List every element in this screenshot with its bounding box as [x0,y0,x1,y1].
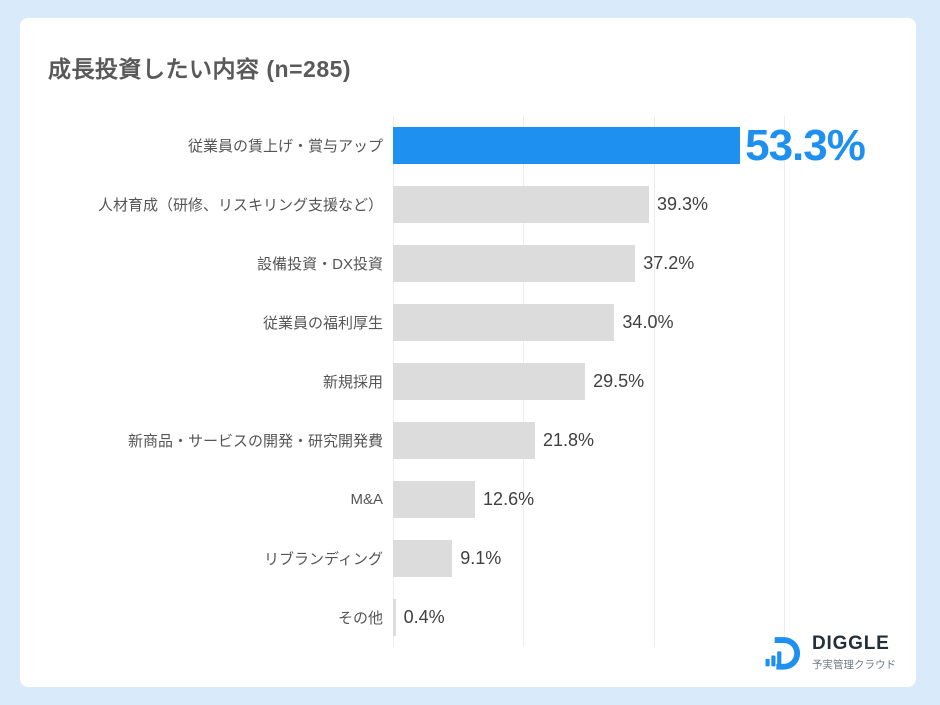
category-label: M&A [350,491,383,508]
chart-title: 成長投資したい内容 (n=285) [48,56,352,82]
chart-row: その他 0.4% [48,588,914,647]
value-label: 21.8% [542,430,595,450]
chart-row: 設備投資・DX投資 37.2% [48,234,914,293]
value-label: 37.2% [643,253,695,273]
chart-card: 成長投資したい内容 (n=285) 従業員の賃上げ・賞与アップ 53.3% 人材育成… [20,18,916,687]
value-label: 39.3% [656,194,708,214]
bar-area: 9.1% [393,529,914,588]
bar-chart: 従業員の賃上げ・賞与アップ 53.3% 人材育成（研修、リスキリング支援など） 39.… [48,116,914,647]
diggle-logo-icon [763,633,803,673]
logo-text: DIGGLE 予実管理クラウド [812,633,896,672]
category-label: 従業員の福利厚生 [262,315,383,332]
bar [393,186,649,223]
value-label: 34.0% [622,312,674,332]
bar [393,363,586,400]
bar-highlighted [393,127,741,164]
chart-row: M&A 12.6% [48,470,914,529]
chart-row: リブランディング 9.1% [48,529,914,588]
bar [393,540,453,577]
bar [393,599,396,636]
value-label: 0.4% [403,607,445,627]
value-label: 9.1% [460,548,502,568]
category-label: リブランディング [264,551,383,568]
value-label: 53.3% [745,120,866,170]
bar-area: 37.2% [393,234,914,293]
value-label: 29.5% [593,371,645,391]
chart-row: 人材育成（研修、リスキリング支援など） 39.3% [48,175,914,234]
bar-area: 34.0% [393,293,914,352]
logo-tagline: 予実管理クラウド [812,658,896,671]
category-label: 設備投資・DX投資 [257,256,383,273]
value-label: 12.6% [483,489,535,509]
bar-area: 21.8% [393,411,914,470]
chart-row: 新規採用 29.5% [48,352,914,411]
bar-area: 29.5% [393,352,914,411]
gridline [653,116,655,647]
category-label: 従業員の賃上げ・賞与アップ [187,138,383,155]
chart-rows: 従業員の賃上げ・賞与アップ 53.3% 人材育成（研修、リスキリング支援など） 39.… [48,116,914,647]
chart-row: 従業員の福利厚生 34.0% [48,293,914,352]
bar [393,245,636,282]
bar-area: 39.3% [393,175,914,234]
bar-area: 0.4% [393,588,914,647]
category-label: 新商品・サービスの開発・研究開発費 [127,433,383,450]
gridline [783,116,785,647]
diggle-logo: DIGGLE 予実管理クラウド [763,633,896,673]
bar [393,304,615,341]
category-label: 人材育成（研修、リスキリング支援など） [97,197,383,214]
category-label: その他 [337,610,383,627]
chart-row: 新商品・サービスの開発・研究開発費 21.8% [48,411,914,470]
chart-row: 従業員の賃上げ・賞与アップ 53.3% [48,116,914,175]
logo-name: DIGGLE [812,633,890,655]
bar-area: 12.6% [393,470,914,529]
category-label: 新規採用 [322,374,383,391]
bar [393,422,535,459]
bar [393,481,476,518]
bar-area: 53.3% [393,116,914,175]
